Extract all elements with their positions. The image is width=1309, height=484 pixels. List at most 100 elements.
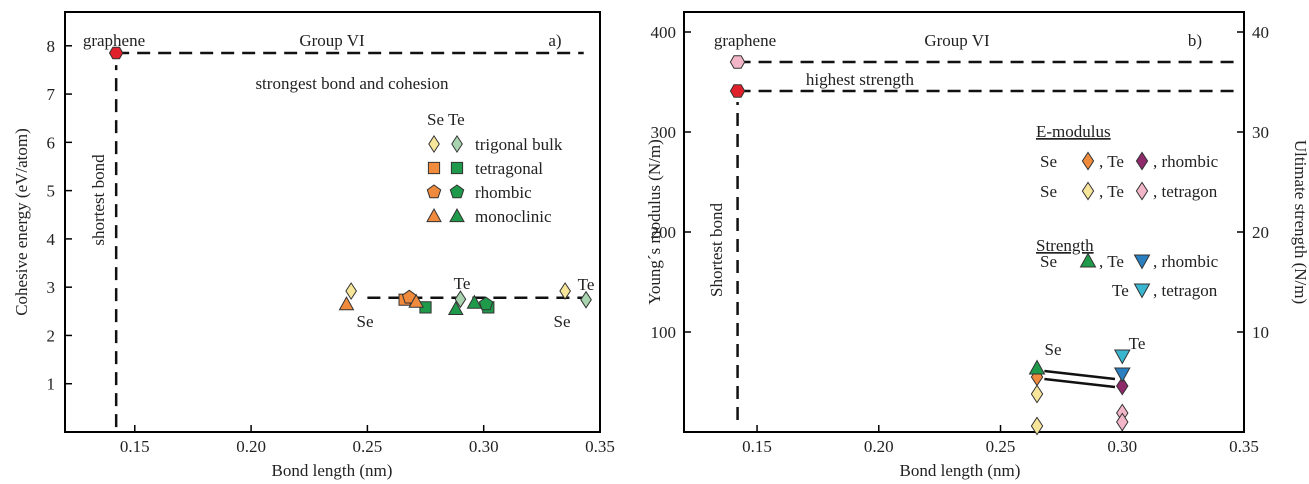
legend-prefix: Se [1040, 252, 1057, 271]
data-point [1116, 376, 1129, 396]
legend-suffix: , tetragon [1153, 281, 1218, 300]
legend-marker [1135, 181, 1149, 201]
legend-marker [1133, 254, 1151, 270]
panel-a-frame [64, 11, 601, 433]
legend-suffix: , rhombic [1153, 152, 1219, 171]
data-point [1116, 412, 1129, 432]
data-point [454, 290, 467, 309]
se-label-a1: Se [357, 312, 374, 331]
x-tick-label-b: 0.35 [1229, 437, 1259, 456]
data-point [729, 84, 746, 98]
te-label-a2: Te [578, 275, 595, 294]
legend-strength-title: Strength [1036, 236, 1094, 255]
te-label-b: Te [1129, 334, 1146, 353]
connector-line [1044, 369, 1116, 381]
y-tick-label-a: 3 [47, 278, 56, 297]
right-y-tick-label-b: 10 [1252, 323, 1269, 342]
y-tick-label-b: 200 [651, 223, 677, 242]
data-point [345, 282, 357, 301]
legend-emodulus-title: E-modulus [1036, 122, 1111, 141]
legend-suffix: , rhombic [1153, 252, 1219, 271]
right-y-tick-label-b: 40 [1252, 23, 1269, 42]
legend-marker [449, 184, 465, 199]
y-tick-label-a: 6 [47, 133, 56, 152]
te-label-a1: Te [454, 274, 471, 293]
x-tick-label-b: 0.30 [1107, 437, 1137, 456]
panel-a: 0.15 0.20 0.25 0.30 0.35 1 2 3 4 5 6 7 8 Se Te trigo… [12, 11, 615, 480]
x-tick-label-a: 0.20 [236, 437, 266, 456]
legend-suffix: , tetragon [1153, 182, 1218, 201]
data-point [729, 55, 746, 69]
y-tick-label-a: 1 [47, 375, 56, 394]
legend-marker [1133, 283, 1151, 299]
legend-marker [449, 207, 465, 223]
legend-mid: , Te [1099, 252, 1124, 271]
highest-strength-label: highest strength [806, 70, 915, 89]
connector-line [1044, 377, 1116, 389]
data-point [108, 46, 124, 60]
data-point [419, 301, 432, 314]
graphene-label-a: graphene [83, 31, 145, 50]
y-tick-label-b: 400 [651, 23, 677, 42]
y-tick-label-a: 8 [47, 37, 56, 56]
y-tick-label-a: 2 [47, 326, 56, 345]
data-point [408, 293, 425, 308]
graphene-label-b: graphene [714, 31, 776, 50]
data-point [466, 294, 483, 309]
strongest-label: strongest bond and cohesion [255, 74, 449, 93]
data-point [338, 296, 355, 311]
y-tick-label-b: 100 [651, 323, 677, 342]
shortest-bond-label-a: shortest bond [89, 154, 108, 246]
legend-marker [427, 161, 441, 175]
data-point [1113, 367, 1131, 383]
x-tick-label-b: 0.15 [742, 437, 772, 456]
legend-header: Se Te [427, 110, 465, 129]
x-tick-label-b: 0.20 [864, 437, 894, 456]
y-axis-label-b: Young´s modulus (N/m) [645, 139, 664, 304]
x-tick-label-a: 0.35 [585, 437, 615, 456]
legend-marker [1079, 252, 1097, 268]
x-axis-label-b: Bond length (nm) [900, 461, 1021, 480]
legend-marker [450, 161, 464, 175]
legend-label: tetragonal [475, 159, 543, 178]
legend-prefix: Se [1040, 182, 1057, 201]
legend-marker [1081, 181, 1095, 201]
legend-label: trigonal bulk [475, 135, 563, 154]
y-tick-label-a: 4 [47, 230, 56, 249]
x-tick-label-a: 0.25 [353, 437, 383, 456]
x-tick-label-a: 0.15 [120, 437, 150, 456]
legend-prefix: Se [1040, 152, 1057, 171]
x-axis-label-a: Bond length (nm) [272, 461, 393, 480]
legend-marker [426, 207, 442, 223]
legend-marker [1135, 151, 1149, 171]
y-tick-label-a: 7 [47, 85, 56, 104]
data-point [1028, 359, 1046, 375]
y-tick-label-a: 5 [47, 182, 56, 201]
panel-b-frame [683, 11, 1245, 433]
shortest-bond-label-b: Shortest bond [707, 203, 726, 297]
data-point [402, 289, 417, 304]
legend-marker [426, 184, 442, 199]
x-tick-label-b: 0.25 [986, 437, 1016, 456]
legend-marker [451, 134, 463, 154]
right-y-axis-label-b: Ultimate strength (N/m) [1291, 140, 1309, 304]
panel-label-a: a) [548, 31, 561, 50]
legend-mid: , Te [1099, 182, 1124, 201]
legend-label: monoclinic [475, 207, 552, 226]
right-y-tick-label-b: 30 [1252, 123, 1269, 142]
data-point [1030, 416, 1044, 436]
legend-mid: Te [1112, 281, 1129, 300]
data-point [1030, 384, 1044, 404]
group-label-b: Group VI [924, 31, 990, 50]
legend-marker [428, 134, 440, 154]
x-tick-label-a: 0.30 [469, 437, 499, 456]
y-axis-label-a: Cohesive energy (eV/atom) [12, 128, 31, 316]
data-point [447, 300, 464, 315]
legend-mid: , Te [1099, 152, 1124, 171]
se-label-a2: Se [554, 312, 571, 331]
data-point [559, 282, 571, 301]
data-point [580, 290, 592, 309]
right-y-tick-label-b: 20 [1252, 223, 1269, 242]
data-point [1113, 349, 1131, 365]
